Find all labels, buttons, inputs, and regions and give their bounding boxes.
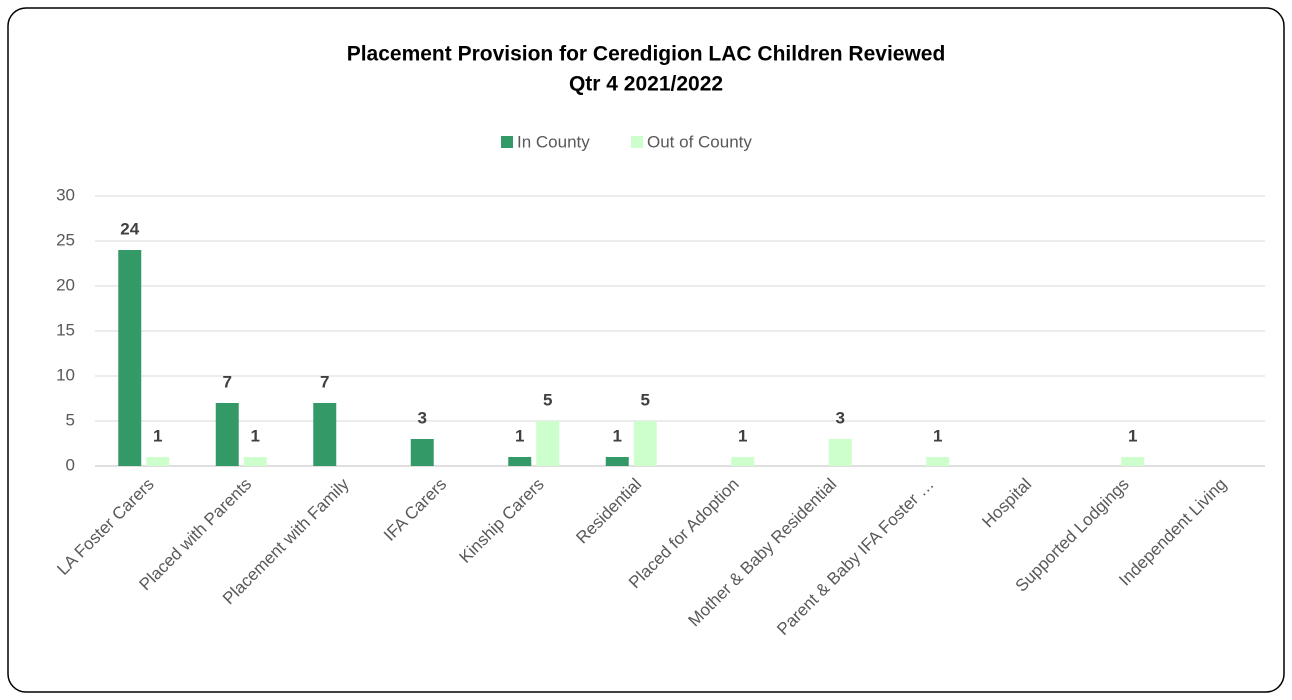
bar [243,457,267,466]
bar [633,421,657,466]
data-label: 7 [320,372,329,391]
data-label: 1 [738,426,747,445]
data-label: 1 [613,426,622,445]
bar [146,457,170,466]
data-label: 1 [153,426,162,445]
bar [1121,457,1145,466]
bar [410,439,434,466]
chart-title: Qtr 4 2021/2022 [569,73,723,96]
data-label: 1 [1128,426,1137,445]
y-tick-label: 5 [66,410,75,429]
bar [118,250,142,466]
bar [926,457,950,466]
data-label: 5 [543,390,552,409]
bar [536,421,560,466]
data-label: 3 [418,408,427,427]
y-tick-label: 0 [66,455,75,474]
data-label: 24 [120,219,139,238]
legend-label: Out of County [647,132,752,151]
y-tick-label: 25 [56,230,75,249]
data-label: 5 [641,390,650,409]
y-tick-label: 10 [56,365,75,384]
y-tick-label: 15 [56,320,75,339]
data-label: 7 [223,372,232,391]
bar [731,457,755,466]
chart-frame [7,7,1285,693]
bar [828,439,852,466]
bar [508,457,532,466]
bar [215,403,239,466]
legend-swatch [501,136,513,148]
bar [313,403,337,466]
legend-label: In County [517,132,590,151]
data-label: 1 [933,426,942,445]
data-label: 3 [836,408,845,427]
y-tick-label: 30 [56,185,75,204]
data-label: 1 [515,426,524,445]
bar [605,457,629,466]
chart-title: Placement Provision for Ceredigion LAC C… [347,43,946,66]
data-label: 1 [251,426,260,445]
y-tick-label: 20 [56,275,75,294]
legend-swatch [631,136,643,148]
